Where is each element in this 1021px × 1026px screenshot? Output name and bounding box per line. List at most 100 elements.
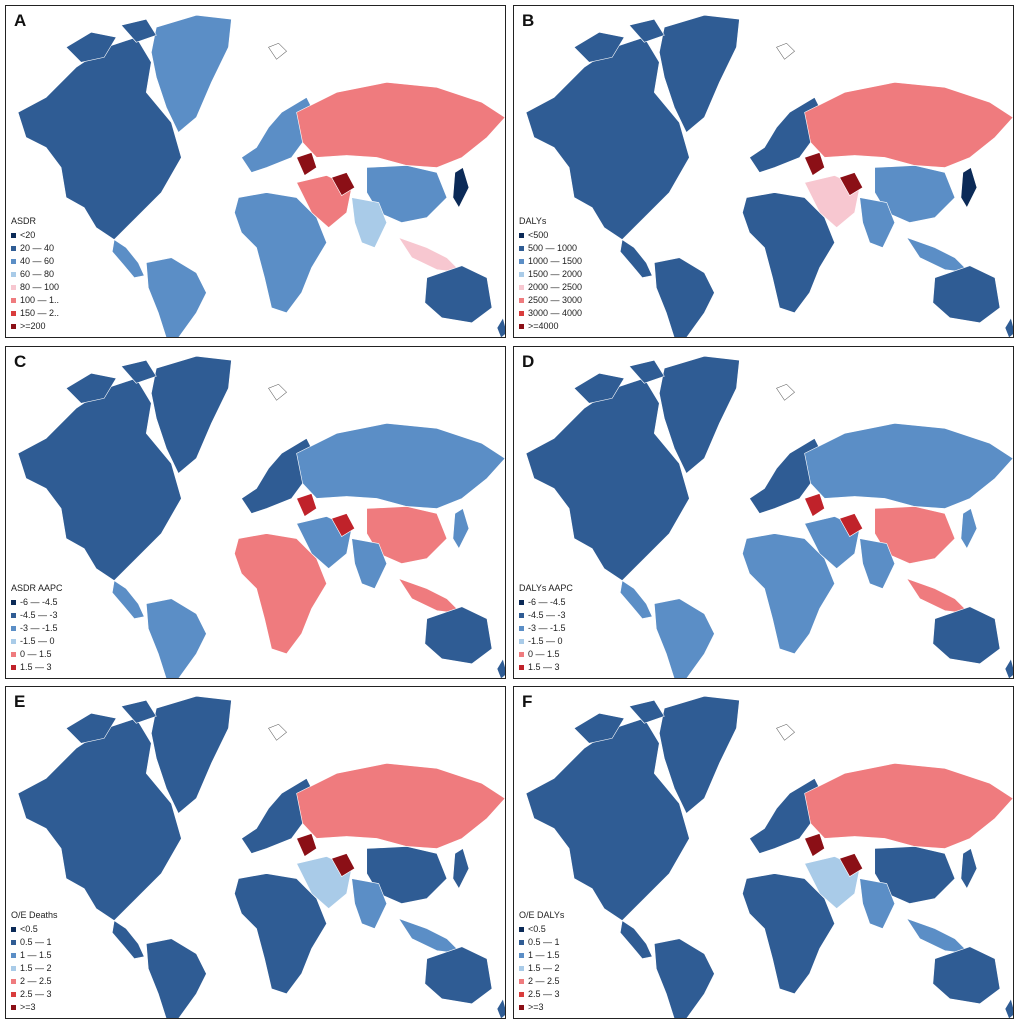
legend-label: <500 xyxy=(528,230,549,240)
legend-label: -6 — -4.5 xyxy=(20,597,58,607)
world-map xyxy=(525,14,1013,337)
map-legend: O/E Deaths <0.5 0.5 — 1 1 — 1.5 1.5 — 2 2 — 2… xyxy=(11,909,58,1014)
map-panel-a: A ASDR <20 20 — 40 40 — 60 60 — 80 80 — 100 100… xyxy=(5,5,506,338)
south-america-region xyxy=(653,938,715,1018)
legend-label: 0.5 — 1 xyxy=(20,937,52,947)
legend-swatch xyxy=(519,311,524,316)
legend-swatch xyxy=(11,324,16,329)
new-zealand-region xyxy=(496,317,505,337)
legend-item: 1.5 — 3 xyxy=(519,661,573,674)
africa-region xyxy=(234,533,327,655)
map-legend: O/E DALYs <0.5 0.5 — 1 1 — 1.5 1.5 — 2 2 — 2.… xyxy=(519,909,564,1014)
central-america-region xyxy=(619,580,653,620)
central-america-region xyxy=(111,239,145,279)
legend-swatch xyxy=(519,285,524,290)
panel-letter: B xyxy=(522,11,535,30)
legend-item: 1 — 1.5 xyxy=(11,949,58,962)
legend-item: 2.5 — 3 xyxy=(11,988,58,1001)
legend-label: 0.5 — 1 xyxy=(528,937,560,947)
legend-label: -6 — -4.5 xyxy=(528,597,566,607)
legend-label: 2.5 — 3 xyxy=(528,989,560,999)
panel-letter: F xyxy=(522,692,533,711)
world-map xyxy=(525,355,1013,678)
legend-item: 2500 — 3000 xyxy=(519,294,582,307)
legend-label: 60 — 80 xyxy=(20,269,55,279)
legend-label: -4.5 — -3 xyxy=(20,610,58,620)
legend-swatch xyxy=(11,298,16,303)
legend-label: 80 — 100 xyxy=(20,282,60,292)
china-region xyxy=(874,506,956,564)
legend-title: ASDR AAPC xyxy=(11,583,63,593)
central-america-region xyxy=(619,239,653,279)
map-panel-c: C ASDR AAPC -6 — -4.5 -4.5 — -3 -3 — -1.5 -1.… xyxy=(5,346,506,679)
hotspot-region xyxy=(296,493,356,537)
map-panel-f: F O/E DALYs <0.5 0.5 — 1 1 — 1.5 1.5 — 2 2 — 2… xyxy=(513,686,1014,1019)
legend-swatch xyxy=(519,966,524,971)
legend-label: 1.5 — 3 xyxy=(20,662,52,672)
svalbard-outline xyxy=(268,383,287,401)
legend-label: 40 — 60 xyxy=(20,256,55,266)
south-america-region xyxy=(653,598,715,678)
panel-letter: A xyxy=(14,11,27,30)
legend-item: 0.5 — 1 xyxy=(11,936,58,949)
legend-swatch xyxy=(11,966,16,971)
legend-swatch xyxy=(519,992,524,997)
hotspot-region xyxy=(804,152,864,196)
legend-item: -3 — -1.5 xyxy=(11,622,63,635)
australia-region xyxy=(932,946,1001,1005)
australia-region xyxy=(932,606,1001,665)
legend-item: 150 — 2.. xyxy=(11,307,59,320)
legend-swatch xyxy=(11,665,16,670)
legend-label: 20 — 40 xyxy=(20,243,55,253)
map-panel-b: B DALYs <500 500 — 1000 1000 — 1500 1500 — 20… xyxy=(513,5,1014,338)
map-legend: DALYs AAPC -6 — -4.5 -4.5 — -3 -3 — -1.5 -1.… xyxy=(519,582,573,674)
legend-title: O/E DALYs xyxy=(519,910,565,920)
legend-item: 1.5 — 2 xyxy=(11,962,58,975)
india-region xyxy=(351,197,388,249)
legend-item: -6 — -4.5 xyxy=(11,596,63,609)
greenland-region xyxy=(150,695,232,814)
legend-swatch xyxy=(519,259,524,264)
southeast-asia-region xyxy=(906,578,971,615)
legend-item: 1500 — 2000 xyxy=(519,268,582,281)
legend-swatch xyxy=(11,927,16,932)
legend-item: 80 — 100 xyxy=(11,281,59,294)
legend-item: 3000 — 4000 xyxy=(519,307,582,320)
legend-swatch xyxy=(519,298,524,303)
legend-label: 1500 — 2000 xyxy=(528,269,583,279)
new-zealand-region xyxy=(496,998,505,1018)
australia-region xyxy=(932,265,1001,324)
new-zealand-region xyxy=(1004,998,1013,1018)
legend-label: 3000 — 4000 xyxy=(528,308,583,318)
legend-label: 100 — 1.. xyxy=(20,295,60,305)
svalbard-outline xyxy=(776,723,795,741)
legend-swatch xyxy=(11,953,16,958)
legend-swatch xyxy=(519,246,524,251)
panel-letter: C xyxy=(14,352,27,371)
legend-title: ASDR xyxy=(11,216,37,226)
legend-swatch xyxy=(519,927,524,932)
legend-item: >=200 xyxy=(11,320,59,333)
legend-swatch xyxy=(519,940,524,945)
legend-label: 2000 — 2500 xyxy=(528,282,583,292)
legend-swatch xyxy=(519,272,524,277)
india-region xyxy=(859,538,896,590)
southeast-asia-region xyxy=(398,578,463,615)
legend-item: 2 — 2.5 xyxy=(519,975,564,988)
legend-title: DALYs AAPC xyxy=(519,583,573,593)
legend-swatch xyxy=(11,600,16,605)
legend-label: >=200 xyxy=(20,321,46,331)
legend-item: -1.5 — 0 xyxy=(11,635,63,648)
world-map xyxy=(17,355,505,678)
india-region xyxy=(859,878,896,930)
svalbard-outline xyxy=(268,42,287,60)
india-region xyxy=(351,538,388,590)
hotspot-region xyxy=(804,833,864,877)
legend-item: -4.5 — -3 xyxy=(519,609,573,622)
legend-item: 1.5 — 2 xyxy=(519,962,564,975)
legend-item: 1 — 1.5 xyxy=(519,949,564,962)
svalbard-outline xyxy=(268,723,287,741)
japan-region xyxy=(960,508,978,550)
china-region xyxy=(874,846,956,904)
legend-item: >=3 xyxy=(519,1001,564,1014)
